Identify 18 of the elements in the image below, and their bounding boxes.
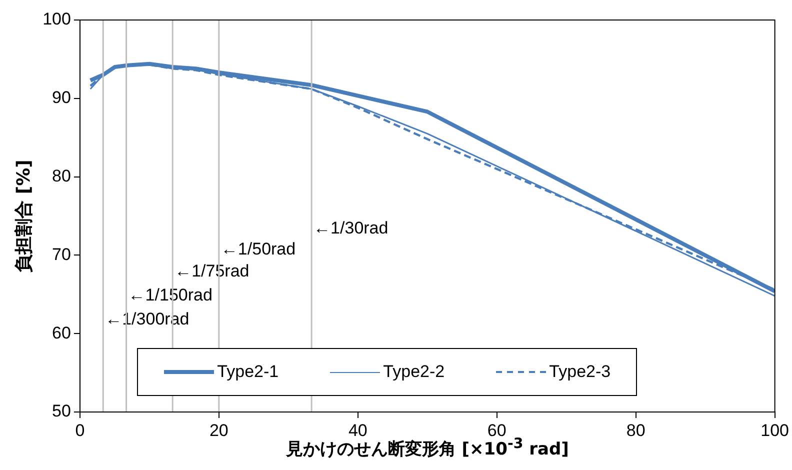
x-tick-label: 20: [209, 420, 228, 440]
y-tick-label: 90: [52, 88, 71, 108]
y-tick-label: 50: [52, 402, 71, 421]
y-tick-label: 60: [52, 323, 71, 342]
ref-line-label: ←1/75rad: [174, 262, 250, 281]
y-tick-label: 70: [52, 244, 71, 264]
y-tick-label: 80: [52, 166, 71, 186]
x-tick-label: 0: [75, 420, 85, 440]
ref-line-label: ←1/30rad: [314, 218, 388, 238]
legend-label: Type2-1: [217, 362, 279, 382]
ref-line-label: ←1/150rad: [128, 286, 212, 305]
y-tick-label: 100: [42, 10, 71, 29]
y-axis-title: 負担割合 [%]: [13, 160, 34, 272]
x-tick-label: 100: [760, 420, 790, 440]
x-tick-label: 80: [626, 420, 646, 440]
ref-line-label: ←1/50rad: [220, 240, 296, 259]
legend-label: Type2-2: [383, 362, 445, 382]
legend-label: Type2-3: [549, 362, 611, 382]
